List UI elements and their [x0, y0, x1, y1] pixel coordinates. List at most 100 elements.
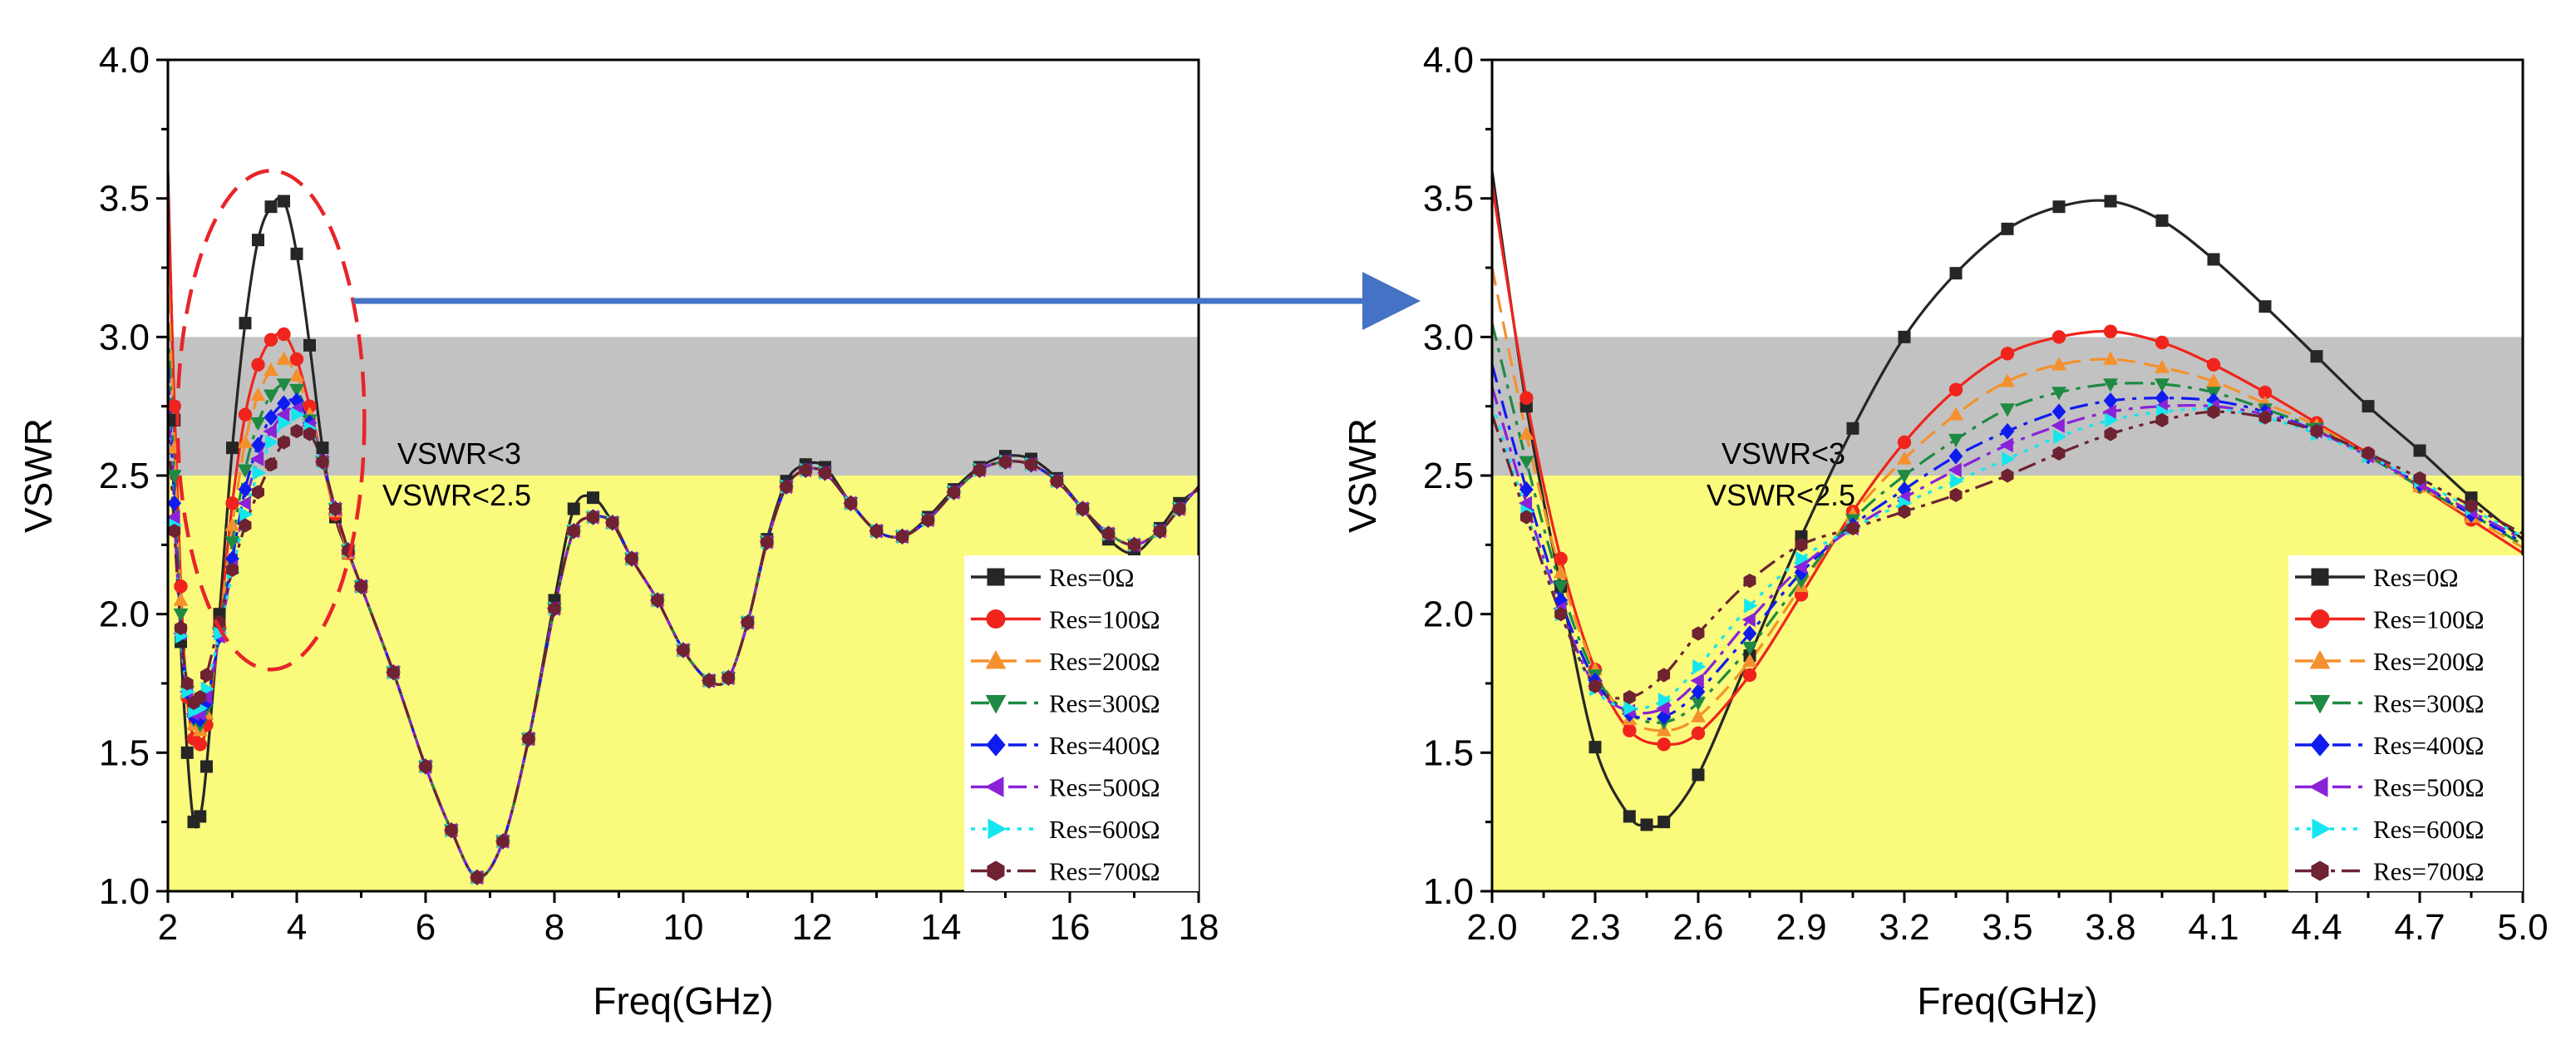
data-point-6-13 [291, 407, 305, 422]
data-point-0-5 [1640, 818, 1653, 831]
data-point-7-3 [1588, 678, 1602, 693]
data-point-3-2 [1553, 580, 1569, 594]
data-point-7-45 [999, 454, 1012, 469]
data-point-7-31 [677, 643, 690, 658]
legend-label-5: Res=500Ω [2373, 773, 2485, 802]
data-point-7-10 [1898, 504, 1911, 519]
vswr-band-1 [168, 337, 1199, 476]
data-point-5-14 [2102, 404, 2116, 420]
data-point-0-10 [1846, 422, 1859, 435]
data-point-1-1 [1519, 391, 1534, 405]
data-point-4-9 [238, 481, 253, 498]
data-point-7-23 [496, 834, 510, 849]
data-point-2-14 [2103, 351, 2118, 365]
data-point-1-11 [1948, 382, 1963, 397]
data-point-7-48 [1076, 501, 1089, 516]
data-point-4-11 [264, 409, 278, 426]
data-point-3-1 [168, 470, 182, 484]
data-point-0-11 [1898, 330, 1911, 343]
data-point-7-44 [973, 462, 986, 477]
data-point-0-8 [226, 441, 239, 455]
data-point-4-1 [1519, 481, 1534, 498]
data-point-1-7 [1742, 668, 1757, 683]
data-point-7-4 [1623, 690, 1636, 705]
legend-label-2: Res=200Ω [2373, 647, 2485, 676]
annotation-vswr25: VSWR<2.5 [1707, 478, 1855, 512]
data-point-6-9 [239, 506, 254, 522]
data-point-4-10 [251, 436, 265, 454]
data-point-0-5 [194, 810, 207, 823]
data-point-2-12 [2000, 373, 2015, 387]
data-point-1-14 [2103, 324, 2118, 338]
data-point-7-2 [1554, 607, 1568, 622]
annotation-vswr25: VSWR<2.5 [382, 478, 531, 512]
x-axis-label: Freq(GHz) [1917, 979, 2097, 1023]
y-tick-label-5: 3.5 [1423, 179, 1474, 219]
data-point-3-10 [1897, 470, 1912, 484]
y-tick-label-6: 4.0 [99, 40, 150, 81]
data-point-2-1 [1519, 426, 1534, 440]
data-point-1-10 [1897, 435, 1912, 450]
data-point-0-11 [264, 200, 278, 214]
data-point-1-5 [1657, 737, 1671, 752]
data-point-4-11 [1948, 447, 1963, 465]
data-point-2-13 [289, 367, 304, 382]
x-tick-label-2: 2.6 [1672, 907, 1723, 948]
data-point-5-1 [1518, 495, 1533, 511]
data-point-7-39 [845, 495, 857, 510]
data-point-2-15 [2155, 359, 2170, 373]
data-point-0-10 [252, 234, 264, 247]
data-point-7-11 [1949, 487, 1963, 502]
data-point-7-20 [419, 759, 432, 774]
data-point-3-13 [289, 383, 304, 398]
x-tick-label-6: 3.8 [2085, 907, 2135, 948]
data-point-6-4 [1623, 701, 1638, 716]
data-point-7-43 [948, 485, 960, 500]
data-point-3-14 [2103, 378, 2118, 392]
data-point-7-29 [625, 551, 638, 566]
data-point-3-9 [238, 464, 253, 478]
legend-marker-1 [986, 609, 1006, 629]
data-point-4-1 [168, 495, 182, 512]
data-point-7-2 [175, 620, 187, 635]
annotation-vswr3: VSWR<3 [397, 436, 521, 471]
data-point-7-12 [278, 435, 290, 450]
legend-marker-6 [2312, 818, 2332, 840]
legend-label-3: Res=300Ω [2373, 689, 2485, 718]
data-point-7-40 [870, 524, 883, 539]
data-point-0-7 [1692, 768, 1705, 781]
data-point-1-12 [277, 327, 291, 342]
data-point-3-12 [2000, 403, 2015, 417]
x-tick-label-7: 16 [1050, 907, 1091, 948]
data-point-4-6 [1691, 683, 1706, 700]
right-chart-panel: VSWR<3 VSWR<2.5 2.0 2.3 2.6 2.9 3.2 3.5 3.8 4.1 4.… [1341, 40, 2549, 1023]
legend-label-2: Res=200Ω [1049, 647, 1160, 676]
data-point-7-47 [1051, 474, 1063, 489]
x-tick-label-8: 18 [1179, 907, 1219, 948]
data-point-0-18 [2258, 300, 2272, 313]
x-tick-label-1: 2.3 [1569, 907, 1620, 948]
data-point-7-46 [1025, 457, 1037, 472]
data-point-0-21 [2413, 444, 2426, 457]
data-point-5-8 [1793, 560, 1807, 574]
data-point-7-33 [722, 670, 735, 685]
data-point-1-5 [193, 737, 207, 752]
legend: Res=0Ω Res=100Ω Res=200Ω Res=300Ω Res=400Ω Re… [964, 555, 1199, 891]
data-point-2-8 [224, 517, 240, 531]
data-point-1-11 [264, 333, 278, 347]
data-point-3-10 [250, 417, 266, 431]
data-point-0-14 [303, 338, 316, 352]
legend-marker-3 [985, 695, 1007, 714]
x-tick-label-3: 2.9 [1776, 907, 1826, 948]
data-point-5-9 [237, 495, 251, 511]
data-point-0-9 [239, 317, 252, 330]
x-tick-label-7: 4.1 [2188, 907, 2239, 948]
plot-area [1492, 170, 2523, 831]
data-point-0-3 [1588, 741, 1602, 754]
data-point-7-5 [1657, 668, 1671, 683]
data-point-5-11 [263, 423, 277, 439]
data-point-7-19 [2362, 446, 2375, 461]
data-point-7-8 [226, 562, 239, 577]
data-point-2-11 [1948, 407, 1963, 421]
